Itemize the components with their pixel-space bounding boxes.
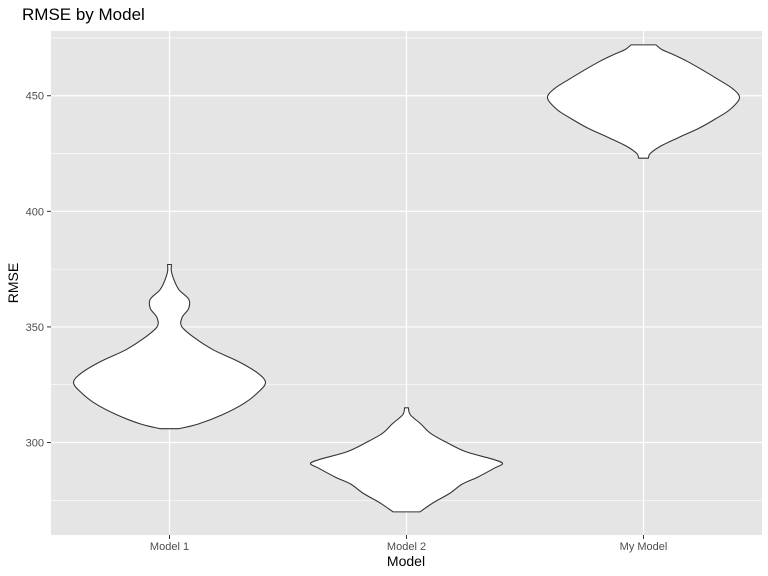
chart-title: RMSE by Model	[22, 5, 145, 24]
y-axis-title: RMSE	[5, 263, 21, 303]
x-tick-label: Model 1	[150, 541, 189, 553]
x-axis-title: Model	[387, 553, 425, 569]
x-tick-label: My Model	[620, 541, 668, 553]
x-tick-label: Model 2	[387, 541, 426, 553]
y-tick-label: 450	[26, 91, 44, 103]
x-axis-ticks: Model 1 Model 2 My Model	[150, 535, 667, 553]
violins	[72, 44, 741, 513]
violin-model-2	[309, 407, 504, 513]
violin-my-model	[546, 44, 741, 159]
y-tick-label: 400	[26, 206, 44, 218]
y-tick-label: 300	[26, 438, 44, 450]
y-tick-label: 350	[26, 322, 44, 334]
violin-model-1	[72, 263, 267, 430]
y-axis-ticks: 300 350 400 450	[26, 91, 51, 450]
